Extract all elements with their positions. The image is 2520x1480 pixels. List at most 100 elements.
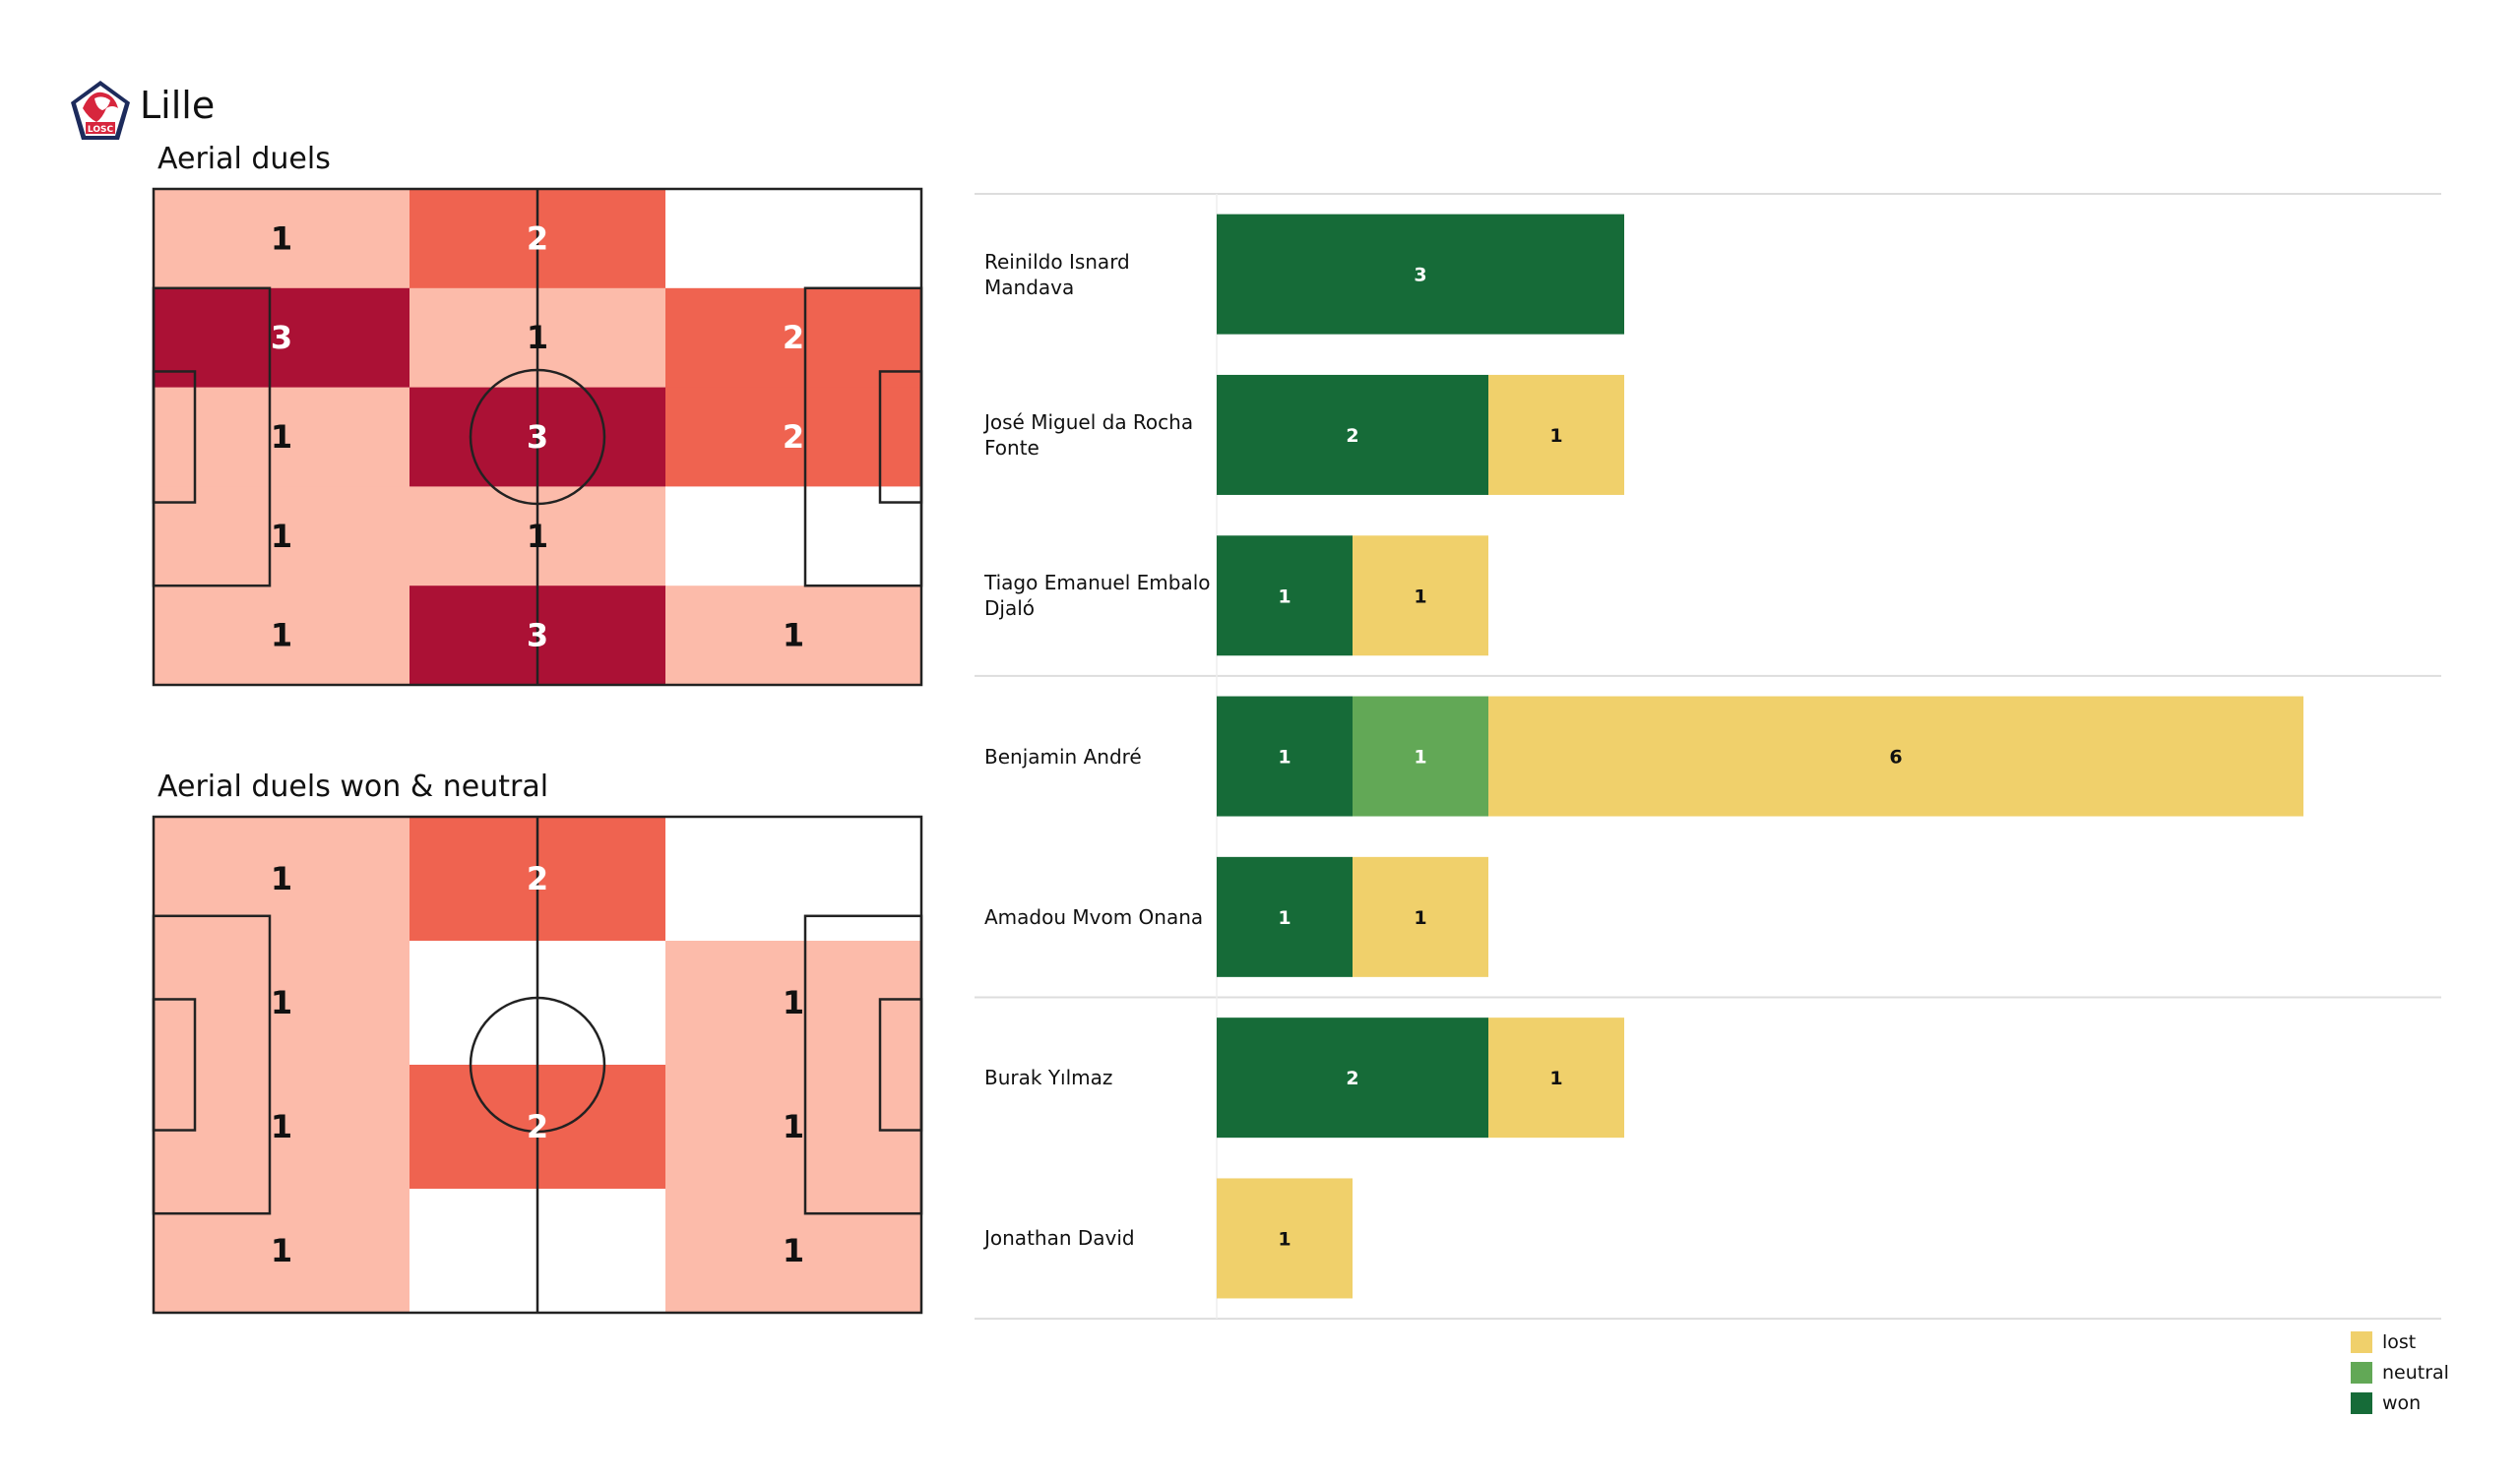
bar-segment-neutral: [1353, 696, 1488, 817]
player-name-line: José Miguel da Rocha: [984, 409, 1194, 434]
bar-value-label: 3: [1414, 265, 1426, 286]
heatmap-cell-label: 1: [271, 1108, 292, 1145]
bar-segment-lost: [1217, 1178, 1353, 1299]
losc-lille-crest-icon: LOSC: [71, 81, 130, 140]
heatmap-cell-label: 2: [783, 418, 804, 456]
heatmap-cell: [154, 486, 410, 586]
legend-label-neutral: neutral: [2382, 1361, 2449, 1384]
bar-value-label: 1: [1414, 747, 1426, 769]
heatmap-cell-label: 1: [271, 860, 292, 897]
bar-value-label: 1: [1278, 586, 1291, 607]
team-logo: LOSC: [69, 79, 132, 144]
legend-label-won: won: [2382, 1391, 2422, 1414]
player-name-label: Tiago Emanuel Embalo Djaló: [984, 570, 1216, 621]
heatmap-cell-label: 1: [271, 617, 292, 654]
heatmap-cell-label: 3: [271, 319, 292, 356]
heatmap-cell: [665, 817, 922, 942]
heatmap-cell-label: 2: [527, 860, 548, 897]
center-circle: [469, 996, 606, 1134]
legend: lost neutral won: [2351, 1326, 2449, 1418]
player-name-label: Burak Yılmaz: [984, 1065, 1216, 1090]
player-name-line: Jonathan David: [984, 1226, 1135, 1251]
heatmap-cell-label: 3: [527, 617, 548, 654]
player-name-label: José Miguel da Rocha Fonte: [984, 409, 1216, 461]
right-six-yard-box: [878, 370, 923, 504]
bar-value-label: 2: [1346, 1068, 1358, 1089]
heatmap-cell-label: 1: [271, 219, 292, 257]
bar-segment-won: [1217, 856, 1353, 977]
bar-value-label: 1: [1414, 586, 1426, 607]
player-name-label: Amadou Mvom Onana: [984, 904, 1216, 930]
center-circle: [469, 368, 606, 506]
bar-value-label: 1: [1414, 907, 1426, 929]
heatmap-title-won-neutral: Aerial duels won & neutral: [158, 770, 549, 804]
logo-text: LOSC: [88, 125, 114, 135]
bar-value-label: 2: [1346, 425, 1358, 447]
bar-value-label: 1: [1549, 1068, 1562, 1089]
legend-item-won: won: [2351, 1388, 2449, 1418]
heatmap-cell-label: 1: [271, 518, 292, 555]
heatmap-cell-label: 1: [783, 617, 804, 654]
heatmap-cell-label: 3: [527, 418, 548, 456]
team-title: Lille: [140, 84, 216, 127]
heatmap-cell: [665, 189, 922, 289]
heatmap-title-aerial-duels: Aerial duels: [158, 142, 331, 176]
bar-value-label: 1: [1549, 425, 1562, 447]
bar-segment-lost: [1488, 696, 2303, 817]
heatmap-cell: [154, 287, 410, 389]
legend-swatch-won: [2351, 1391, 2372, 1414]
heatmap-cell-label: 1: [783, 1108, 804, 1145]
player-name-line: Djaló: [984, 596, 1036, 621]
heatmap-cell-label: 1: [271, 418, 292, 456]
bar-value-label: 6: [1889, 747, 1902, 769]
heatmap-aerial-duels-won-neutral: 1 2 1 1 1 2 1 1 1: [152, 815, 923, 1315]
player-name-line: Benjamin André: [984, 744, 1142, 769]
heatmap-cell-label: 1: [783, 1232, 804, 1269]
heatmap-cell: [154, 941, 410, 1066]
player-name-line: Fonte: [984, 435, 1040, 460]
player-name-line: Amadou Mvom Onana: [984, 904, 1204, 929]
heatmap-cell: [154, 189, 410, 289]
bar-segment-won: [1217, 1018, 1488, 1139]
heatmap-cell: [154, 1065, 410, 1190]
legend-label-lost: lost: [2382, 1330, 2417, 1353]
heatmap-cell: [665, 586, 922, 686]
bar-segment-won: [1217, 214, 1624, 335]
legend-item-neutral: neutral: [2351, 1357, 2449, 1388]
heatmap-cell-label: 1: [527, 319, 548, 356]
bar-segment-won: [1217, 696, 1353, 817]
heatmap-cell: [665, 1189, 922, 1314]
heatmap-cell: [154, 387, 410, 487]
player-name-label: Jonathan David: [984, 1225, 1216, 1251]
left-six-yard-box: [152, 370, 197, 504]
heatmap-cell-label: 1: [783, 984, 804, 1021]
heatmap-cell-label: 1: [527, 518, 548, 555]
legend-swatch-neutral: [2351, 1361, 2372, 1384]
bar-segment-lost: [1353, 535, 1488, 656]
heatmap-cell: [154, 586, 410, 686]
heatmap-cell-label: 1: [271, 1232, 292, 1269]
player-name-label: Benjamin André: [984, 744, 1216, 770]
bar-segment-lost: [1488, 374, 1624, 495]
heatmap-cell-label: 1: [271, 984, 292, 1021]
heatmap-aerial-duels: 1 2 3 1 2 1 3 2 1 1 1 3 1: [152, 187, 923, 687]
bar-segment-lost: [1488, 1018, 1624, 1139]
heatmap-cell-label: 2: [527, 219, 548, 257]
bar-value-label: 1: [1278, 1228, 1291, 1250]
heatmap-cell-label: 2: [527, 1108, 548, 1145]
player-name-line: Mandava: [984, 275, 1075, 299]
heatmap-cell-label: 2: [783, 319, 804, 356]
bar-value-label: 1: [1278, 907, 1291, 929]
right-six-yard-box: [878, 998, 923, 1132]
player-name-line: Burak Yılmaz: [984, 1066, 1113, 1090]
legend-item-lost: lost: [2351, 1326, 2449, 1357]
player-name-line: Reinildo Isnard: [984, 249, 1130, 274]
bar-segment-won: [1217, 374, 1488, 495]
heatmap-cell: [154, 817, 410, 942]
bar-segment-lost: [1353, 856, 1488, 977]
player-name-line: Tiago Emanuel Embalo: [984, 571, 1211, 595]
bar-value-label: 1: [1278, 747, 1291, 769]
heatmap-cell: [154, 1189, 410, 1314]
